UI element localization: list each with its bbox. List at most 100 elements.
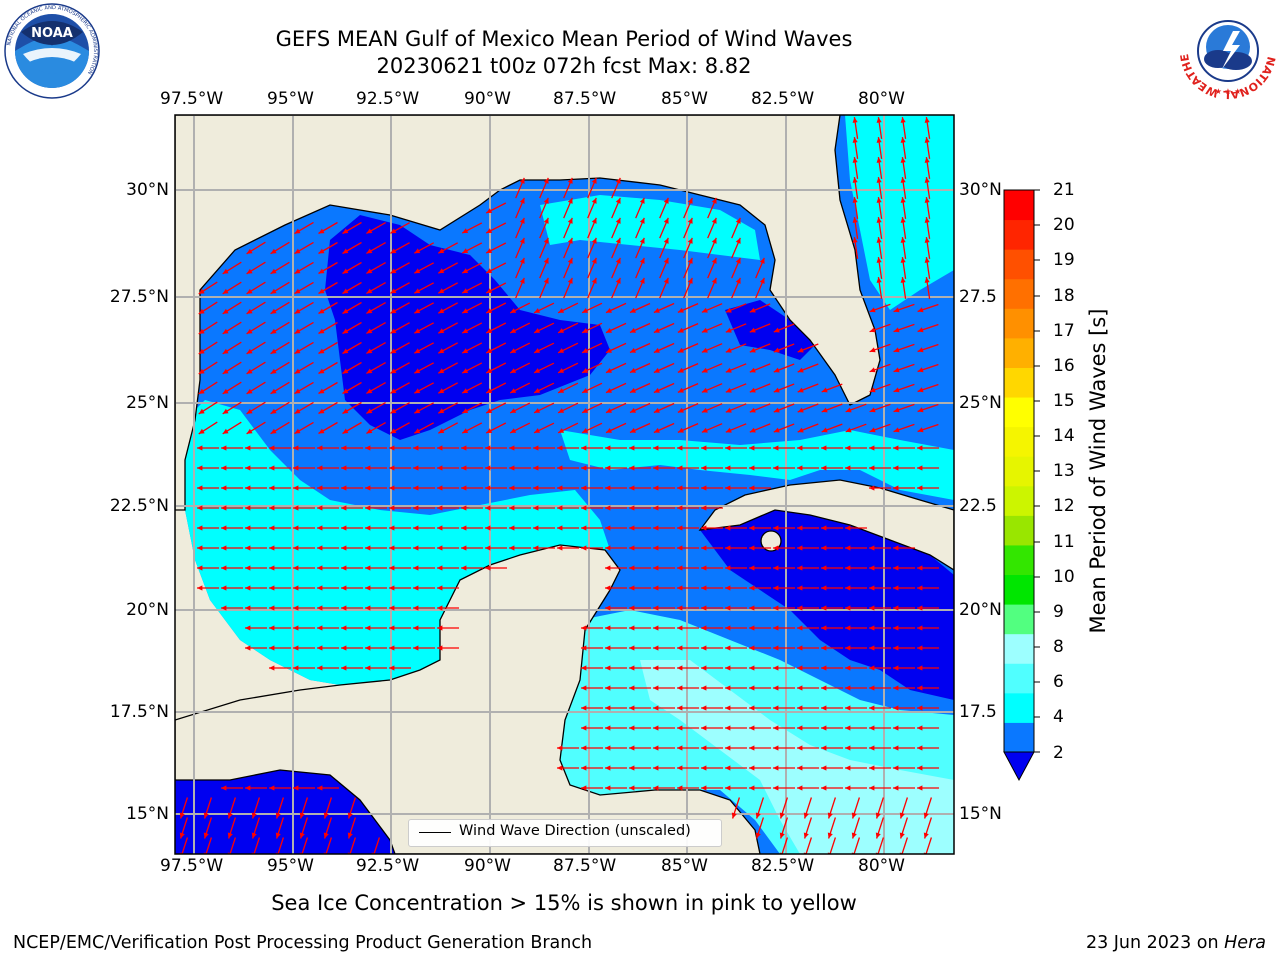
wave-direction-arrowhead	[677, 485, 683, 491]
wave-direction-arrowhead	[390, 328, 397, 334]
wave-direction-arrowhead	[461, 525, 467, 531]
wave-direction-arrowhead	[893, 665, 899, 671]
wave-direction-arrowhead	[759, 277, 765, 284]
wave-direction-arrowhead	[221, 525, 227, 531]
wave-direction-arrow	[805, 837, 813, 854]
wave-direction-arrowhead	[629, 545, 635, 551]
wave-direction-arrowhead	[567, 197, 573, 204]
legend-line-swatch	[419, 832, 451, 833]
wave-direction-arrowhead	[462, 248, 469, 254]
lon-label: 82.5°W	[751, 89, 815, 109]
wave-direction-arrowhead	[203, 812, 209, 819]
wave-direction-arrowhead	[293, 465, 299, 471]
lat-label: 17.5	[959, 702, 997, 722]
wave-direction-arrowhead	[677, 307, 684, 313]
wave-direction-arrowhead	[773, 705, 779, 711]
wave-direction-arrowhead	[317, 605, 323, 611]
wave-direction-arrowhead	[893, 565, 899, 571]
wave-direction-arrowhead	[198, 388, 205, 394]
wave-direction-arrowhead	[917, 665, 923, 671]
wave-direction-arrowhead	[725, 685, 731, 691]
wave-direction-arrowhead	[543, 257, 549, 264]
wave-direction-arrowhead	[893, 785, 899, 791]
wave-direction-arrowhead	[543, 217, 549, 224]
wave-direction-arrowhead	[845, 545, 851, 551]
wave-direction-arrowhead	[893, 327, 900, 333]
wave-direction-arrowhead	[269, 645, 275, 651]
wave-direction-arrowhead	[845, 407, 852, 413]
wave-direction-arrowhead	[245, 785, 251, 791]
wave-direction-arrowhead	[581, 725, 587, 731]
wave-direction-arrowhead	[677, 347, 684, 353]
wave-direction-arrowhead	[852, 197, 858, 203]
wave-direction-arrowhead	[581, 745, 587, 751]
wave-direction-arrowhead	[221, 465, 227, 471]
wave-direction-arrowhead	[749, 565, 755, 571]
wave-direction-arrowhead	[486, 308, 493, 313]
wave-direction-arrowhead	[653, 705, 659, 711]
wave-direction-arrow	[301, 837, 309, 854]
wave-direction-arrowhead	[653, 485, 659, 491]
wave-direction-arrowhead	[557, 505, 563, 511]
wave-direction-arrowhead	[759, 257, 765, 264]
wave-direction-arrowhead	[923, 832, 929, 839]
wave-direction-arrowhead	[899, 812, 905, 819]
wave-direction-arrowhead	[749, 465, 755, 471]
wave-direction-arrowhead	[341, 525, 347, 531]
lat-label: 20°N	[126, 600, 169, 620]
wave-direction-arrowhead	[413, 545, 419, 551]
wave-direction-arrowhead	[534, 368, 541, 373]
wave-direction-arrowhead	[701, 367, 708, 373]
wave-direction-arrowhead	[735, 257, 741, 264]
colorbar-segment	[1004, 456, 1034, 487]
wave-direction-arrowhead	[366, 328, 373, 334]
wave-direction-arrowhead	[198, 408, 205, 414]
wave-direction-arrowhead	[270, 388, 277, 394]
wave-direction-arrowhead	[581, 625, 587, 631]
wave-direction-arrowhead	[711, 197, 717, 204]
wave-direction-arrow	[901, 837, 909, 854]
wave-direction-arrowhead	[725, 745, 731, 751]
wave-direction-arrowhead	[924, 217, 930, 223]
wave-direction-arrowhead	[731, 812, 737, 819]
wave-direction-arrowhead	[773, 645, 779, 651]
wave-direction-arrowhead	[845, 705, 851, 711]
wave-direction-arrowhead	[605, 585, 611, 591]
wave-direction-arrowhead	[203, 832, 209, 839]
wave-direction-arrowhead	[606, 308, 612, 313]
wave-direction-arrowhead	[639, 257, 645, 264]
wave-direction-arrowhead	[509, 485, 515, 491]
wave-direction-arrowhead	[755, 812, 761, 819]
wave-direction-arrowhead	[390, 248, 397, 254]
wave-direction-arrowhead	[342, 248, 349, 254]
wave-direction-arrowhead	[845, 525, 851, 531]
wave-direction-arrowhead	[294, 428, 301, 434]
map-frame	[174, 114, 955, 855]
wave-direction-arrowhead	[821, 585, 827, 591]
wave-direction-arrowhead	[701, 465, 707, 471]
wave-direction-arrowhead	[413, 605, 419, 611]
wave-direction-arrowhead	[677, 387, 684, 393]
wave-direction-arrowhead	[389, 645, 395, 651]
colorbar-segment	[1004, 633, 1034, 664]
wave-direction-arrowhead	[749, 685, 755, 691]
wave-direction-arrowhead	[845, 645, 851, 651]
wave-direction-arrowhead	[605, 725, 611, 731]
wave-direction-arrowhead	[318, 248, 325, 254]
wave-direction-arrowhead	[821, 565, 827, 571]
colorbar-tick: 12	[1053, 496, 1075, 516]
wave-direction-arrowhead	[222, 348, 229, 354]
wave-direction-arrowhead	[270, 328, 277, 334]
wave-direction-arrowhead	[413, 465, 419, 471]
wave-direction-arrowhead	[197, 565, 203, 571]
wave-direction-arrowhead	[293, 625, 299, 631]
wave-direction-arrowhead	[558, 348, 565, 353]
wave-direction-arrowhead	[629, 705, 635, 711]
wave-direction-arrowhead	[900, 277, 906, 283]
wave-direction-arrowhead	[900, 237, 906, 243]
wave-direction-arrowhead	[510, 328, 517, 333]
wave-direction-arrowhead	[653, 745, 659, 751]
wave-direction-arrowhead	[245, 525, 251, 531]
wave-direction-arrowhead	[653, 645, 659, 651]
lon-label: 97.5°W	[160, 89, 224, 109]
